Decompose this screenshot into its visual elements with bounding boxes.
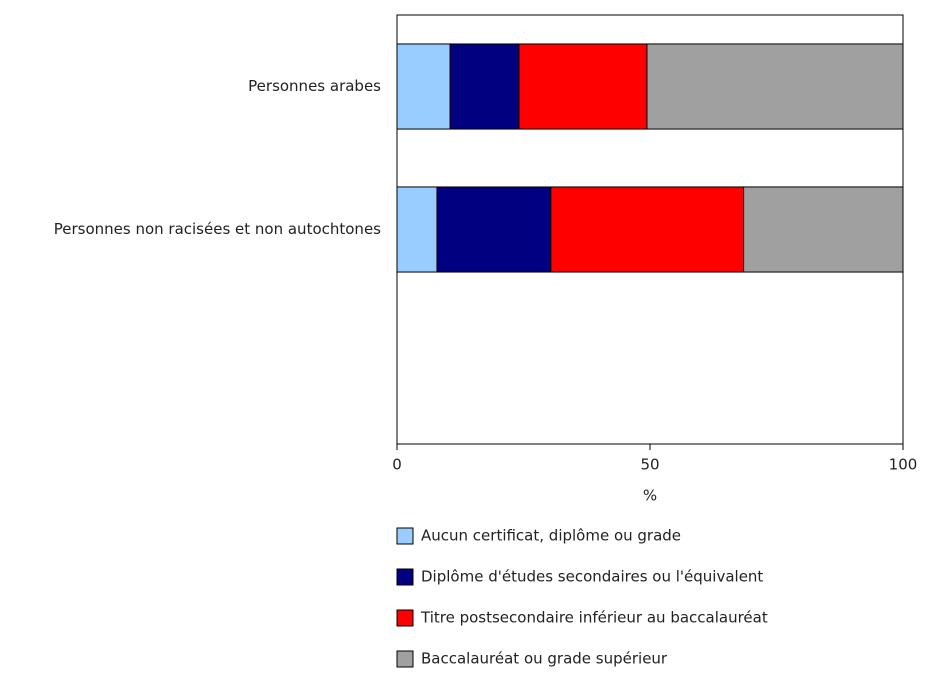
- bar-segment: [550, 186, 745, 273]
- legend-swatch: [396, 527, 414, 545]
- bar-segment: [396, 186, 438, 273]
- bar-segment: [396, 43, 451, 130]
- bar-segment: [518, 43, 648, 130]
- legend-swatch: [396, 609, 414, 627]
- bar-segment: [436, 186, 552, 273]
- y-tick-label: Personnes non racisées et non autochtone…: [54, 220, 381, 238]
- y-tick-label: Personnes arabes: [248, 77, 381, 95]
- bar-segment: [743, 186, 904, 273]
- legend-swatch: [396, 568, 414, 586]
- bar-segment: [646, 43, 904, 130]
- x-tick-label: 50: [640, 456, 659, 474]
- x-tick-label: 100: [889, 456, 918, 474]
- bar-segment: [449, 43, 520, 130]
- legend-label: Diplôme d'études secondaires ou l'équiva…: [421, 568, 763, 586]
- legend-swatch: [396, 650, 414, 668]
- x-axis-label: %: [643, 487, 657, 505]
- x-tick-label: 0: [392, 456, 402, 474]
- legend-label: Aucun certificat, diplôme ou grade: [421, 527, 681, 545]
- legend-label: Titre postsecondaire inférieur au baccal…: [420, 609, 768, 627]
- legend-label: Baccalauréat ou grade supérieur: [421, 650, 668, 668]
